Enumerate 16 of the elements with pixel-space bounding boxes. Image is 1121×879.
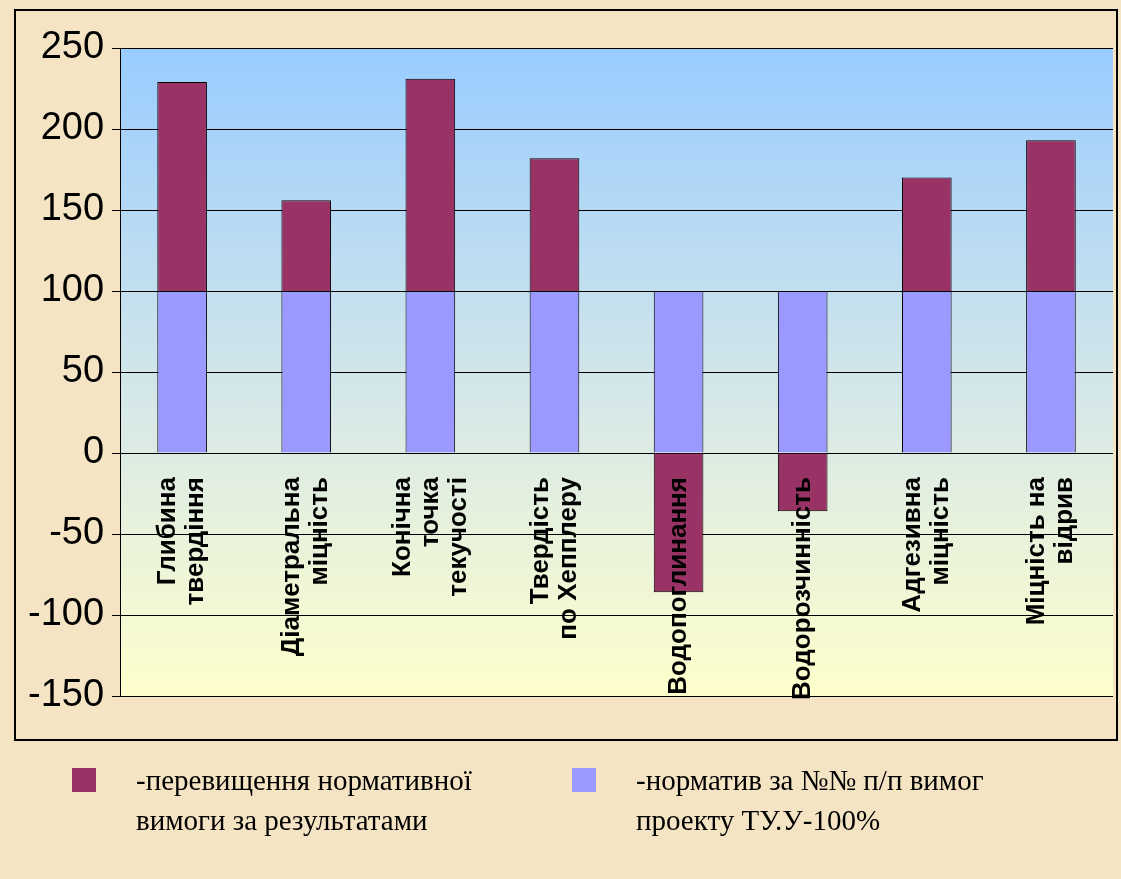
x-tick-label: Міцність на відрив bbox=[1020, 476, 1079, 626]
x-tick-label: Водопоглинання bbox=[661, 477, 692, 695]
y-tick-label: 50 bbox=[61, 348, 105, 391]
x-tick-label: Глибина твердіння bbox=[151, 476, 210, 606]
y-tick-label: 0 bbox=[82, 429, 105, 472]
y-tick-label: -150 bbox=[27, 672, 105, 715]
y-tick-label: 150 bbox=[40, 186, 105, 229]
x-tick-label: Водорозчинність bbox=[785, 477, 816, 700]
y-tick-label: 250 bbox=[40, 24, 105, 67]
x-tick-label: Адгезивна міцність bbox=[895, 476, 954, 613]
y-tick-label: 100 bbox=[40, 267, 105, 310]
y-tick-label: -50 bbox=[49, 510, 105, 553]
y-tick-label: -100 bbox=[27, 591, 105, 634]
y-tick-label: 200 bbox=[40, 105, 105, 148]
legend-label: -перевищення нормативної вимоги за результатами bbox=[136, 763, 473, 838]
legend-label: -норматив за №№ п/п вимог проекту ТУ.У-100% bbox=[636, 763, 985, 838]
